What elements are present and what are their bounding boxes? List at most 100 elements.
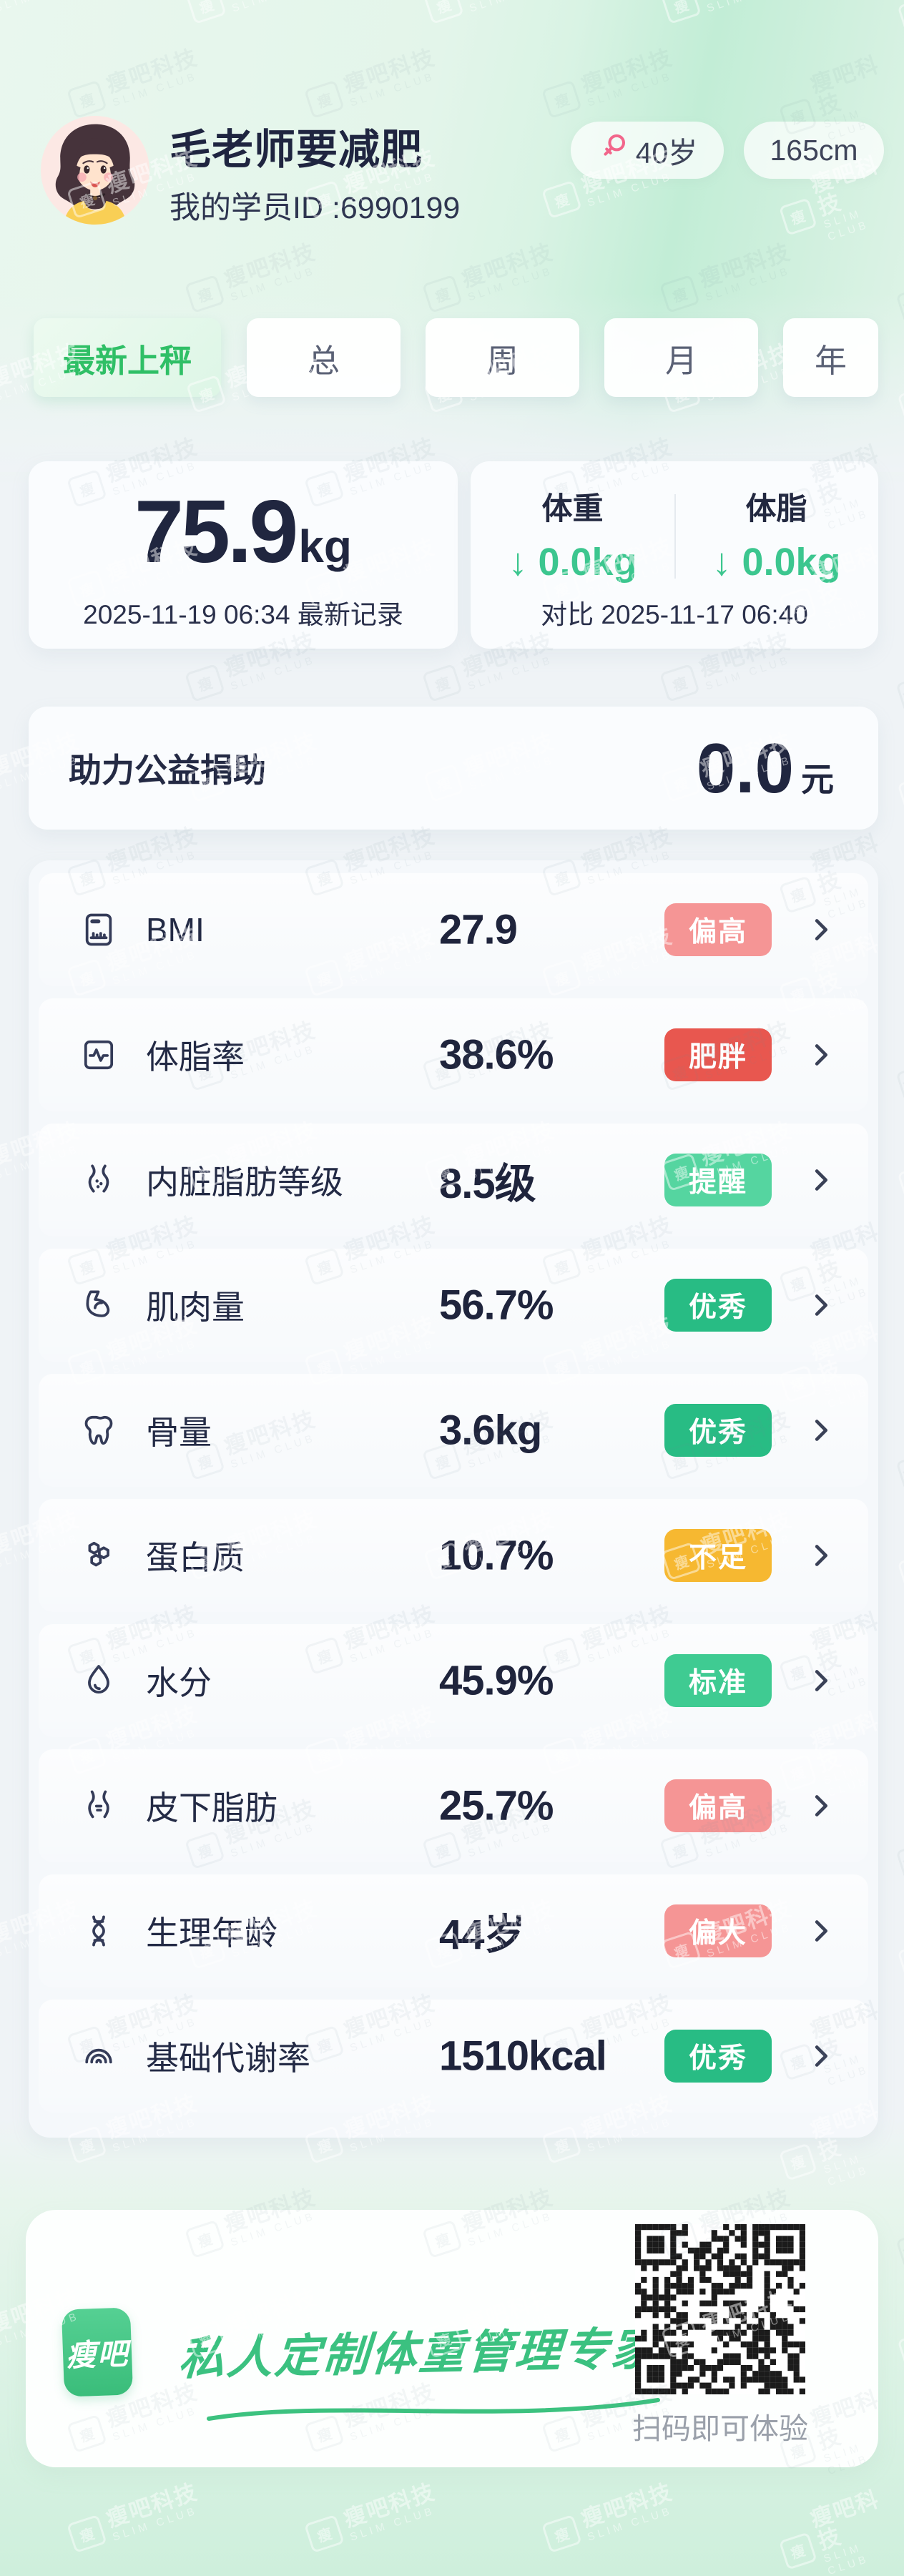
metric-row[interactable]: 皮下脂肪 25.7% 偏高 bbox=[39, 1749, 868, 1862]
watermark-en-text: SLIM CLUB bbox=[466, 264, 555, 304]
metabolic-age-icon bbox=[79, 1911, 119, 1951]
tab-total[interactable]: 总 bbox=[247, 318, 401, 397]
chevron-right-icon bbox=[807, 1791, 835, 1820]
watermark-en-text: SLIM CLUB bbox=[0, 0, 87, 15]
metric-label: 蛋白质 bbox=[146, 1539, 245, 1576]
tab-year[interactable]: 年 bbox=[783, 318, 878, 397]
watermark-cn-text: 瘦吧科技 bbox=[807, 51, 883, 120]
tab-label: 最新上秤 bbox=[62, 342, 192, 379]
chevron-right-icon bbox=[807, 1416, 835, 1445]
watermark-en-text: SLIM CLUB bbox=[822, 2152, 871, 2189]
watermark-logo-icon: 瘦 bbox=[422, 275, 463, 314]
status-badge: 肥胖 bbox=[664, 1028, 772, 1081]
tab-label: 年 bbox=[814, 342, 847, 379]
metric-row[interactable]: 体脂率 38.6% 肥胖 bbox=[39, 998, 868, 1111]
qr-code bbox=[635, 2224, 805, 2394]
metric-row[interactable]: 骨量 3.6kg 优秀 bbox=[39, 1374, 868, 1487]
delta-value: ↓ 0.0kg bbox=[508, 541, 637, 584]
watermark-logo-icon: 瘦 bbox=[897, 1555, 904, 1591]
watermark-cn-text: 瘦吧科技 bbox=[340, 44, 438, 98]
watermark-en-text: SLIM CLUB bbox=[230, 0, 324, 15]
latest-weight-card: 75.9 kg 2025-11-19 06:34 最新记录 bbox=[29, 461, 458, 649]
metric-row[interactable]: 肌肉量 56.7% 优秀 bbox=[39, 1249, 868, 1362]
watermark-logo-icon: 瘦 bbox=[186, 0, 227, 25]
watermark-logo-icon: 瘦 bbox=[541, 2514, 582, 2554]
tab-label: 总 bbox=[307, 342, 340, 379]
status-badge: 偏大 bbox=[664, 1904, 772, 1957]
body-fat-icon bbox=[79, 1035, 119, 1075]
metric-row[interactable]: 蛋白质 10.7% 不足 bbox=[39, 1499, 868, 1612]
qr-caption: 扫码即可体验 bbox=[632, 2412, 808, 2445]
tab-latest-weigh[interactable]: 最新上秤 bbox=[34, 318, 221, 397]
watermark-cn-text: 瘦吧科技 bbox=[0, 0, 83, 3]
watermark-logo-icon: 瘦 bbox=[778, 2143, 817, 2181]
metric-label: BMI bbox=[146, 911, 205, 948]
metric-value: 44岁 bbox=[439, 1912, 526, 1958]
subcutaneous-fat-icon bbox=[79, 1786, 119, 1826]
watermark-cn-text: 瘦吧科技 bbox=[103, 2479, 201, 2532]
chevron-right-icon bbox=[807, 1041, 835, 1069]
latest-record-line: 2025-11-19 06:34 最新记录 bbox=[83, 600, 403, 629]
metric-label: 生理年龄 bbox=[146, 1914, 277, 1952]
weight-readout: 75.9 kg bbox=[29, 481, 458, 583]
watermark-en-text: SLIM CLUB bbox=[229, 653, 318, 693]
metric-label: 肌肉量 bbox=[146, 1289, 245, 1326]
weight-value: 75.9 bbox=[134, 483, 298, 581]
chevron-right-icon bbox=[807, 1666, 835, 1695]
watermark-cn-text: 瘦吧科技 bbox=[458, 239, 556, 292]
watermark-logo-icon: 瘦 bbox=[659, 275, 700, 314]
watermark-logo-icon: 瘦 bbox=[185, 664, 225, 703]
watermark-en-text: SLIM CLUB bbox=[586, 2504, 674, 2544]
delta-value: ↓ 0.0kg bbox=[712, 541, 841, 584]
metric-value: 25.7% bbox=[439, 1782, 554, 1829]
slim-club-logo: 瘦吧 bbox=[61, 2307, 134, 2397]
status-badge: 偏高 bbox=[664, 1779, 772, 1832]
metric-row[interactable]: BMI 27.9 偏高 bbox=[39, 873, 868, 986]
weight-delta-column: 体重 ↓ 0.0kg bbox=[471, 484, 674, 584]
metric-row[interactable]: 基础代谢率 1510kcal 优秀 bbox=[39, 2000, 868, 2113]
chevron-right-icon bbox=[807, 915, 835, 944]
status-badge: 提醒 bbox=[664, 1154, 772, 1206]
water-icon bbox=[79, 1661, 119, 1701]
tab-week[interactable]: 周 bbox=[426, 318, 579, 397]
watermark-logo-icon: 瘦 bbox=[897, 777, 904, 813]
watermark-en-text: SLIM CLUB bbox=[111, 69, 200, 109]
watermark-logo-icon: 瘦 bbox=[67, 80, 107, 119]
watermark-logo-icon: 瘦 bbox=[895, 288, 904, 324]
metric-row[interactable]: 水分 45.9% 标准 bbox=[39, 1624, 868, 1737]
watermark-en-text: SLIM CLUB bbox=[822, 2541, 871, 2576]
watermark-logo-icon: 瘦 bbox=[895, 1066, 904, 1102]
metric-row[interactable]: 生理年龄 44岁 偏大 bbox=[39, 1874, 868, 1987]
weight-unit: kg bbox=[298, 521, 353, 572]
watermark-logo-icon: 瘦 bbox=[185, 275, 225, 314]
muscle-icon bbox=[79, 1285, 119, 1325]
student-id: 我的学员ID :6990199 bbox=[170, 191, 461, 225]
comparison-card: 体重 ↓ 0.0kg 体脂 ↓ 0.0kg 对比 2025-11-17 06:40 bbox=[471, 461, 878, 649]
tab-label: 周 bbox=[486, 342, 519, 379]
metric-row[interactable]: 内脏脂肪等级 8.5级 提醒 bbox=[39, 1124, 868, 1237]
watermark-en-text: SLIM CLUB bbox=[468, 0, 561, 15]
metric-label: 基础代谢率 bbox=[146, 2040, 310, 2077]
tab-month[interactable]: 月 bbox=[604, 318, 758, 397]
watermark-en-text: SLIM CLUB bbox=[586, 69, 674, 109]
female-gender-icon bbox=[597, 130, 630, 170]
delta-label: 体脂 bbox=[745, 492, 807, 526]
donation-value-wrap: 0.0 元 bbox=[697, 707, 834, 830]
metric-value: 1510kcal bbox=[439, 2032, 607, 2080]
watermark-cn-text: 瘦吧科技 bbox=[340, 2479, 438, 2532]
watermark-cn-text: 瘦吧科技 bbox=[807, 2486, 883, 2555]
bmr-icon bbox=[79, 2036, 119, 2076]
bmi-ruler-icon bbox=[79, 910, 119, 950]
watermark-en-text: SLIM CLUB bbox=[704, 264, 792, 304]
metric-label: 水分 bbox=[146, 1664, 212, 1701]
watermark-logo-icon: 瘦 bbox=[897, 1166, 904, 1202]
